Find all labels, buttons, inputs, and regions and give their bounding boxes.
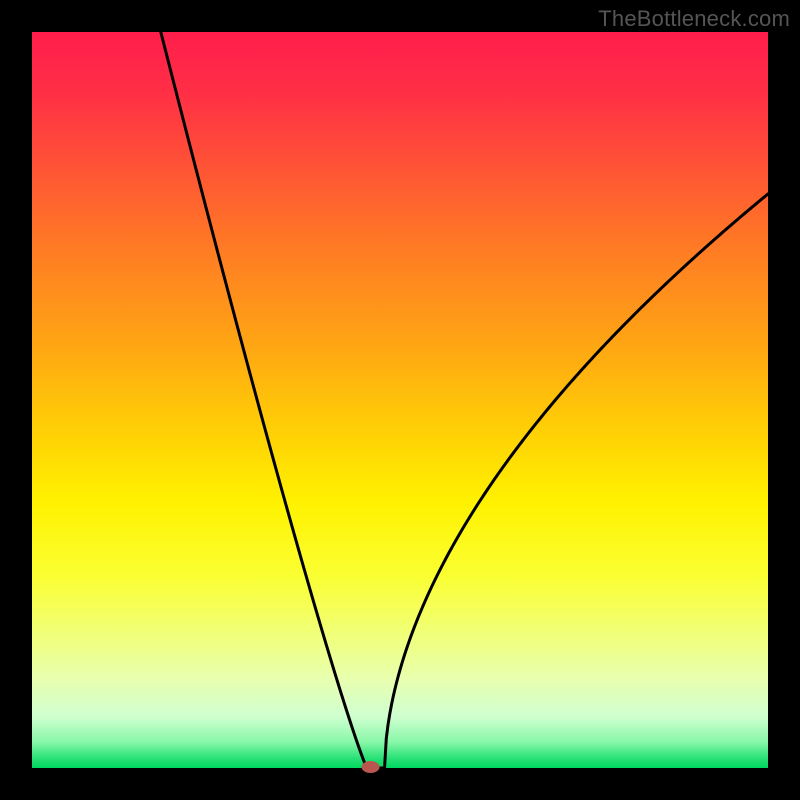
bottleneck-chart: TheBottleneck.com: [0, 0, 800, 800]
plot-background-gradient: [32, 32, 768, 768]
chart-svg: [0, 0, 800, 800]
watermark-text: TheBottleneck.com: [598, 6, 790, 32]
vertex-marker: [362, 761, 380, 773]
